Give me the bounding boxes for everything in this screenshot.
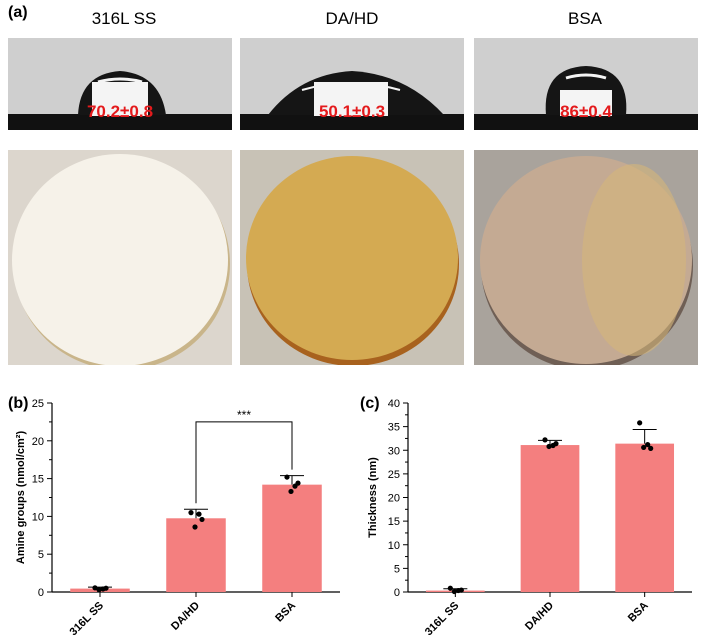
contact-angle-dahd: 50.1±0.3 bbox=[318, 102, 386, 121]
chart-thickness: (c) 0 5 10 15 20 25 30 35 40 Thickness (nm) 316L SS… bbox=[360, 395, 692, 639]
data-point bbox=[196, 511, 202, 517]
x-tick-label: BSA bbox=[626, 600, 651, 625]
sample-photo-316l bbox=[8, 150, 232, 365]
x-tick-label: 316L SS bbox=[68, 600, 107, 639]
data-point bbox=[637, 420, 643, 426]
y-tick-label: 5 bbox=[394, 563, 400, 575]
droplet-image-316l: 70.2±0.8 bbox=[8, 38, 232, 130]
y-tick-label: 30 bbox=[388, 445, 400, 457]
data-point bbox=[546, 443, 552, 450]
droplet-image-bsa: 86±0.4 bbox=[474, 38, 698, 130]
bar bbox=[166, 518, 226, 592]
y-tick-label: 25 bbox=[32, 398, 44, 410]
contact-angle-bsa: 86±0.4 bbox=[560, 102, 612, 121]
bar bbox=[262, 484, 322, 592]
contact-angle-316l: 70.2±0.8 bbox=[86, 102, 154, 121]
data-point bbox=[447, 585, 453, 591]
y-tick-label: 5 bbox=[38, 549, 44, 561]
y-tick-label: 25 bbox=[388, 469, 400, 481]
data-point bbox=[542, 437, 548, 443]
data-point bbox=[458, 587, 464, 593]
data-point bbox=[103, 585, 109, 591]
disc-316l bbox=[8, 150, 232, 365]
sample-photo-dahd bbox=[240, 150, 464, 365]
droplet-bsa-drawing bbox=[474, 66, 698, 130]
disc-bsa bbox=[474, 150, 698, 365]
panel-a-label: (a) bbox=[8, 4, 28, 21]
data-point bbox=[92, 585, 98, 591]
y-tick-label: 0 bbox=[38, 587, 44, 599]
data-point bbox=[648, 445, 654, 451]
panel-label: (b) bbox=[8, 395, 28, 412]
data-point bbox=[641, 444, 647, 451]
data-point bbox=[451, 588, 457, 595]
bar bbox=[615, 443, 675, 592]
data-point bbox=[553, 441, 559, 447]
x-tick-label: DA/HD bbox=[523, 600, 556, 633]
y-tick-label: 20 bbox=[32, 436, 44, 448]
y-tick-label: 15 bbox=[388, 516, 400, 528]
droplet-316l-drawing bbox=[8, 71, 232, 130]
sample-photo-bsa bbox=[474, 150, 698, 365]
y-tick-label: 20 bbox=[388, 493, 400, 505]
x-tick-label: DA/HD bbox=[169, 600, 202, 633]
y-tick-label: 0 bbox=[394, 587, 400, 599]
y-tick-label: 40 bbox=[388, 398, 400, 410]
droplet-image-dahd: 50.1±0.3 bbox=[240, 38, 464, 130]
data-point bbox=[96, 587, 102, 593]
bar bbox=[520, 445, 580, 592]
y-tick-label: 15 bbox=[32, 474, 44, 486]
column-title-316l: 316L SS bbox=[91, 9, 157, 28]
chart-amine-groups: (b) 0 5 10 15 20 25 Amine groups (nmol/cm²) 316L… bbox=[8, 395, 340, 639]
x-tick-label: 316L SS bbox=[423, 600, 462, 639]
data-point bbox=[645, 441, 651, 448]
y-axis-label: Thickness (nm) bbox=[367, 457, 379, 538]
disc-dahd bbox=[240, 150, 464, 365]
data-point bbox=[295, 480, 301, 486]
column-title-dahd: DA/HD bbox=[325, 9, 379, 28]
y-tick-label: 10 bbox=[388, 540, 400, 552]
data-point bbox=[188, 510, 194, 516]
data-point bbox=[192, 524, 198, 530]
data-point bbox=[284, 474, 290, 480]
y-tick-label: 35 bbox=[388, 422, 400, 434]
y-axis-label: Amine groups (nmol/cm²) bbox=[15, 431, 27, 565]
column-title-bsa: BSA bbox=[567, 9, 603, 28]
y-tick-label: 10 bbox=[32, 511, 44, 523]
x-tick-label: BSA bbox=[273, 600, 298, 625]
droplet-dahd-drawing bbox=[240, 71, 464, 130]
data-point bbox=[199, 516, 205, 523]
significance-label: *** bbox=[237, 408, 251, 422]
significance-bracket bbox=[195, 421, 293, 504]
panel-label: (c) bbox=[360, 395, 380, 412]
data-point bbox=[288, 488, 294, 495]
